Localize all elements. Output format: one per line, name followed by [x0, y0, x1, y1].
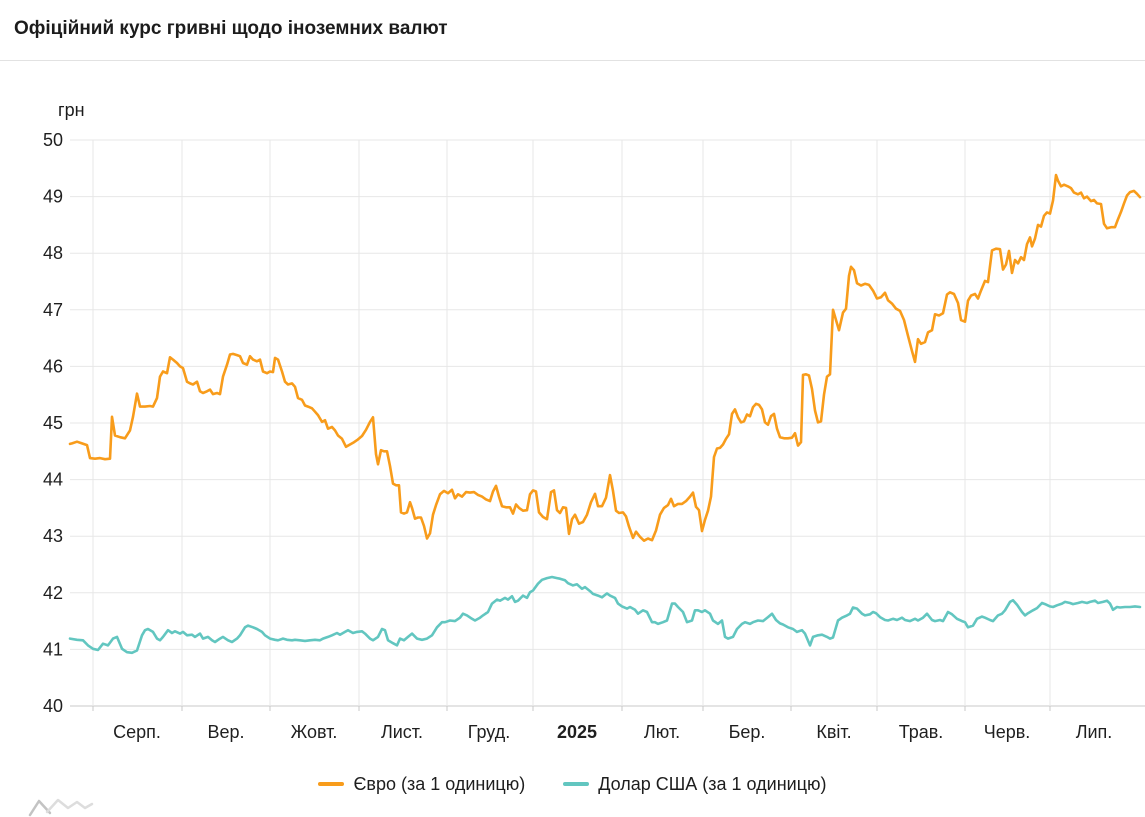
y-tick-label: 41	[43, 639, 63, 659]
x-tick-label: Черв.	[984, 722, 1031, 742]
x-tick-label: Бер.	[729, 722, 766, 742]
x-tick-label: 2025	[557, 722, 597, 742]
x-tick-label: Жовт.	[291, 722, 338, 742]
usd-line-swatch-icon	[563, 782, 590, 786]
x-tick-label: Серп.	[113, 722, 161, 742]
legend-label-eur: Євро (за 1 одиницю)	[353, 773, 526, 794]
y-tick-label: 47	[43, 300, 63, 320]
legend-label-usd: Долар США (за 1 одиницю)	[598, 773, 827, 794]
legend-item-usd[interactable]: Долар США (за 1 одиницю)	[563, 773, 827, 795]
y-tick-label: 42	[43, 583, 63, 603]
y-axis-unit-label: грн	[58, 100, 85, 120]
y-tick-label: 46	[43, 356, 63, 376]
y-tick-label: 44	[43, 470, 63, 490]
chart-legend: Євро (за 1 одиницю) Долар США (за 1 один…	[0, 766, 1145, 802]
x-tick-label: Лип.	[1076, 722, 1113, 742]
y-tick-label: 40	[43, 696, 63, 716]
chart-header: Офіційний курс гривні щодо іноземних вал…	[0, 0, 1145, 61]
x-tick-label: Вер.	[207, 722, 244, 742]
y-tick-label: 48	[43, 243, 63, 263]
x-tick-label: Квіт.	[816, 722, 851, 742]
eur-line-swatch-icon	[318, 782, 345, 786]
series-line-eur[interactable]	[68, 173, 1142, 543]
x-tick-label: Груд.	[468, 722, 510, 742]
y-tick-label: 50	[43, 130, 63, 150]
x-tick-label: Лют.	[644, 722, 680, 742]
x-tick-label: Трав.	[899, 722, 944, 742]
y-tick-label: 49	[43, 187, 63, 207]
legend-item-eur[interactable]: Євро (за 1 одиницю)	[318, 774, 525, 795]
y-tick-label: 43	[43, 526, 63, 546]
chart-plot-area: 50 49 48 47 46 45 44 43 42 41 40 Серп. Вер. Жовт. Лист…	[43, 100, 1145, 742]
watermark-mountains-icon	[28, 798, 94, 817]
page-title: Офіційний курс гривні щодо іноземних вал…	[14, 18, 448, 39]
series-line-usd[interactable]	[68, 575, 1142, 655]
y-tick-label: 45	[43, 413, 63, 433]
x-tick-label: Лист.	[381, 722, 423, 742]
